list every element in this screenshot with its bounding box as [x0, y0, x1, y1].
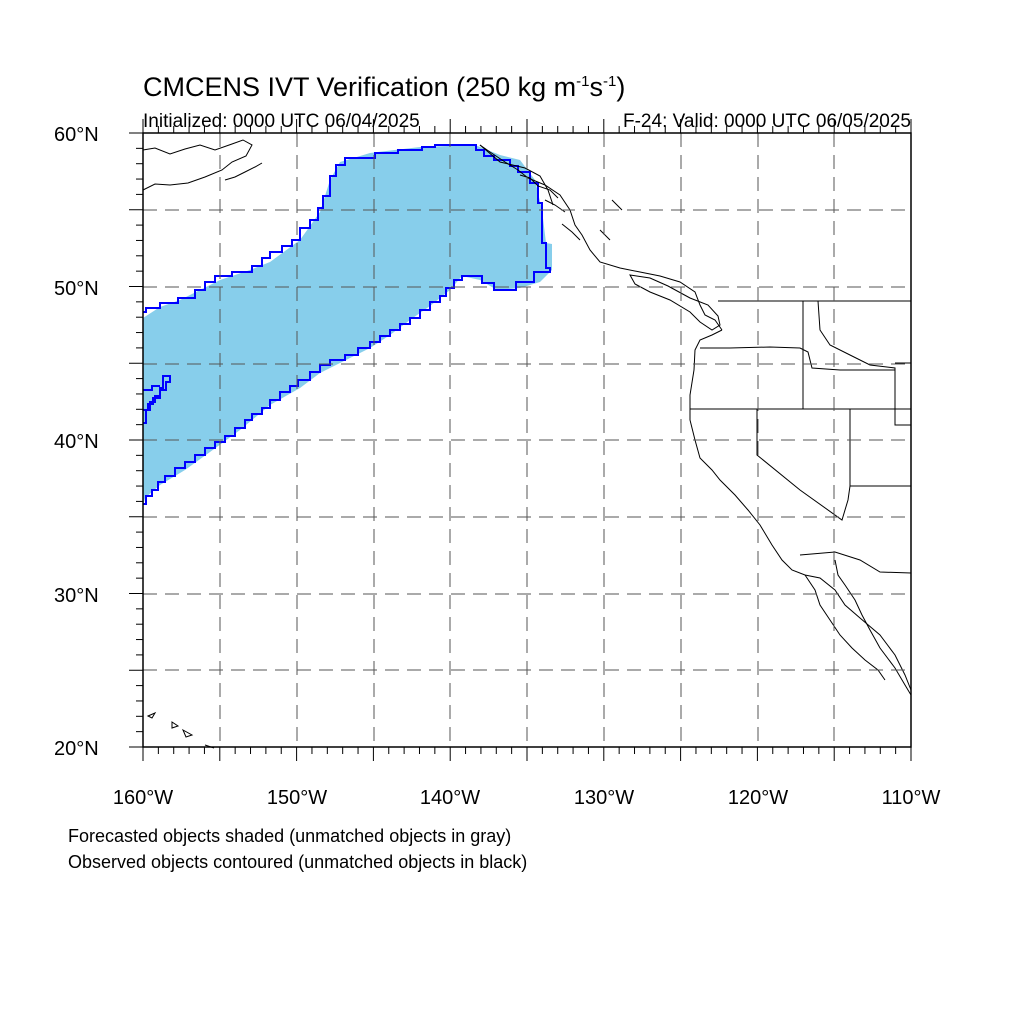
lon-label-150w: 150°W: [267, 787, 327, 809]
alaska-panhandle-islands: [519, 174, 623, 241]
hawaii-islands: [146, 711, 215, 749]
baja-california: [804, 559, 912, 696]
southeast-alaska-coast: [479, 144, 723, 331]
aleutian-chain: [224, 162, 263, 181]
coastlines: [142, 139, 912, 749]
forecast-object-shaded: [143, 145, 552, 506]
valid-time: F-24: Valid: 0000 UTC 06/05/2025: [623, 111, 911, 132]
mexico-border: [799, 551, 912, 574]
longitude-labels: 160°W 150°W 140°W 130°W 120°W 110°W: [113, 787, 941, 809]
lat-label-20: 20°N: [54, 738, 99, 760]
nevada-borders: [756, 409, 911, 521]
lon-label-130w: 130°W: [574, 787, 634, 809]
observed-note: Observed objects contoured (unmatched ob…: [68, 852, 528, 872]
initialized-time: Initialized: 0000 UTC 06/04/2025: [143, 111, 420, 132]
alaska-coastline: [142, 139, 253, 191]
vancouver-island: [629, 274, 721, 331]
lon-label-110w: 110°W: [882, 787, 941, 809]
observed-object-contour: [143, 144, 551, 505]
map-title: CMCENS IVT Verification (250 kg m-1s-1): [143, 72, 626, 102]
axis-ticks: [129, 119, 912, 761]
idaho-montana-border: [802, 300, 911, 426]
graticule: [143, 133, 911, 747]
lat-label-50: 50°N: [54, 278, 99, 300]
forecast-note: Forecasted objects shaded (unmatched obj…: [68, 826, 512, 846]
lat-label-60: 60°N: [54, 124, 99, 146]
lat-label-30: 30°N: [54, 585, 99, 607]
observed-object-contour-small: [143, 375, 171, 424]
washington-oregon-border: [700, 346, 895, 371]
latitude-labels: 60°N 50°N 40°N 30°N 20°N: [54, 124, 99, 760]
lon-label-160w: 160°W: [113, 787, 173, 809]
lon-label-120w: 120°W: [728, 787, 788, 809]
canada-interior-border: [479, 144, 554, 206]
us-west-coast: [689, 329, 912, 691]
lat-label-40: 40°N: [54, 431, 99, 453]
lon-label-140w: 140°W: [420, 787, 480, 809]
